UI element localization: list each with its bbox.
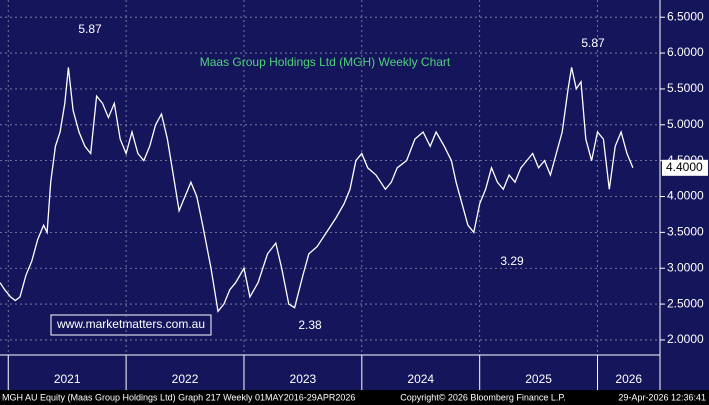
x-tick-label: 2024 xyxy=(407,372,434,386)
footer-text: MGH AU Equity (Maas Group Holdings Ltd) … xyxy=(2,392,355,402)
x-tick-label: 2026 xyxy=(615,372,642,386)
y-tick-label: 5.5000 xyxy=(667,81,704,95)
x-tick-label: 2023 xyxy=(290,372,317,386)
annotation: 3.29 xyxy=(500,254,524,268)
y-tick-label: 5.0000 xyxy=(667,117,704,131)
price-line xyxy=(0,67,634,313)
y-tick-label: 2.0000 xyxy=(667,332,704,346)
x-tick-label: 2021 xyxy=(54,372,81,386)
footer-bar xyxy=(0,390,709,405)
footer-text: Copyright© 2026 Bloomberg Finance L.P. xyxy=(400,392,566,402)
y-tick-label: 6.0000 xyxy=(667,45,704,59)
x-tick-label: 2025 xyxy=(525,372,552,386)
y-tick-label: 3.5000 xyxy=(667,225,704,239)
annotation: 5.87 xyxy=(78,22,102,36)
y-tick-label: 6.5000 xyxy=(667,9,704,23)
watermark-box xyxy=(50,314,212,336)
x-tick-label: 2022 xyxy=(172,372,199,386)
annotation: 5.87 xyxy=(581,36,605,50)
y-tick-label: 4.0000 xyxy=(667,189,704,203)
y-tick-label: 3.0000 xyxy=(667,260,704,274)
footer-text: 29-Apr-2026 12:36:41 xyxy=(618,392,706,402)
last-price-label: 4.4000 xyxy=(666,160,703,174)
chart-title: Maas Group Holdings Ltd (MGH) Weekly Cha… xyxy=(200,55,451,69)
annotation: 2.38 xyxy=(298,318,322,332)
y-tick-label: 2.5000 xyxy=(667,296,704,310)
watermark: www.marketmatters.com.au xyxy=(56,317,205,331)
last-price-box xyxy=(662,159,708,176)
